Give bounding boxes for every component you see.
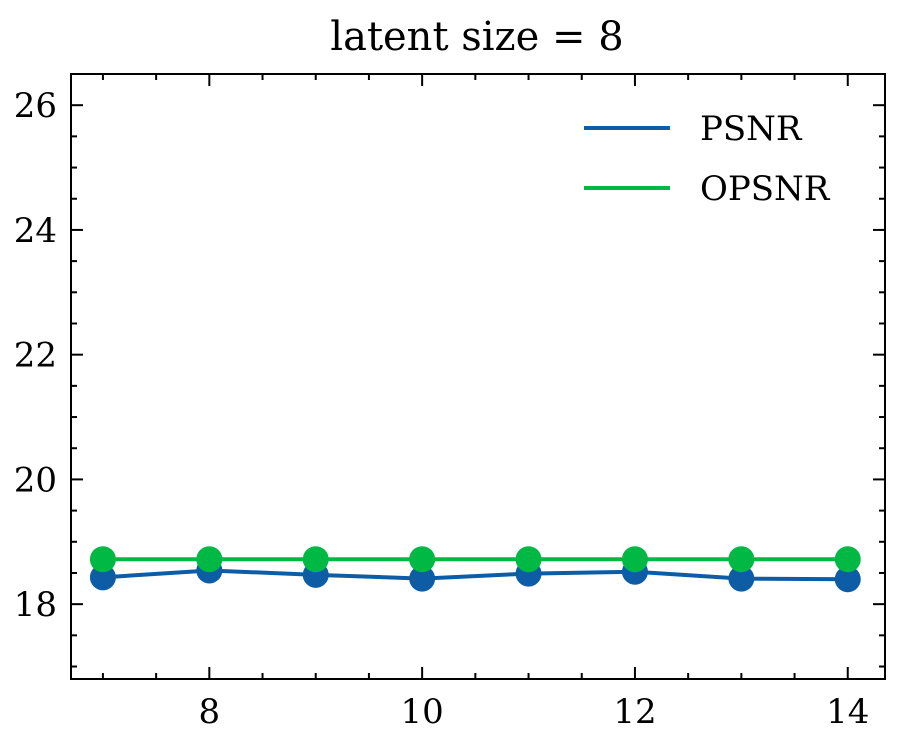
y-tick-label: 26 [14, 86, 57, 126]
data-point-opsnr [728, 546, 755, 573]
data-point-opsnr [621, 546, 648, 573]
data-point-opsnr [834, 546, 861, 573]
data-point-psnr [409, 565, 436, 592]
x-tick-label: 12 [613, 692, 656, 732]
legend: PSNR OPSNR [584, 109, 831, 209]
data-point-opsnr [89, 546, 116, 573]
axes-frame [70, 73, 886, 680]
data-point-opsnr [302, 546, 329, 573]
series-line-psnr [102, 568, 848, 582]
axis-ticks: 8 10 12 14 18 20 22 24 26 [14, 73, 885, 732]
x-tick-label: 8 [199, 692, 221, 732]
data-point-psnr [728, 565, 755, 592]
y-tick-label: 18 [14, 585, 57, 625]
data-point-opsnr [196, 546, 223, 573]
data-point-psnr [834, 566, 861, 593]
x-tick-label: 14 [826, 692, 869, 732]
chart-title: latent size = 8 [330, 14, 623, 60]
plot-area [89, 546, 861, 593]
y-tick-label: 20 [14, 460, 57, 500]
legend-label-psnr: PSNR [700, 109, 803, 149]
legend-label-opsnr: OPSNR [700, 169, 831, 209]
data-point-opsnr [409, 546, 436, 573]
y-tick-label: 24 [14, 211, 57, 251]
data-point-psnr [89, 564, 116, 591]
x-tick-label: 10 [401, 692, 444, 732]
data-point-opsnr [515, 546, 542, 573]
y-tick-label: 22 [14, 336, 57, 376]
